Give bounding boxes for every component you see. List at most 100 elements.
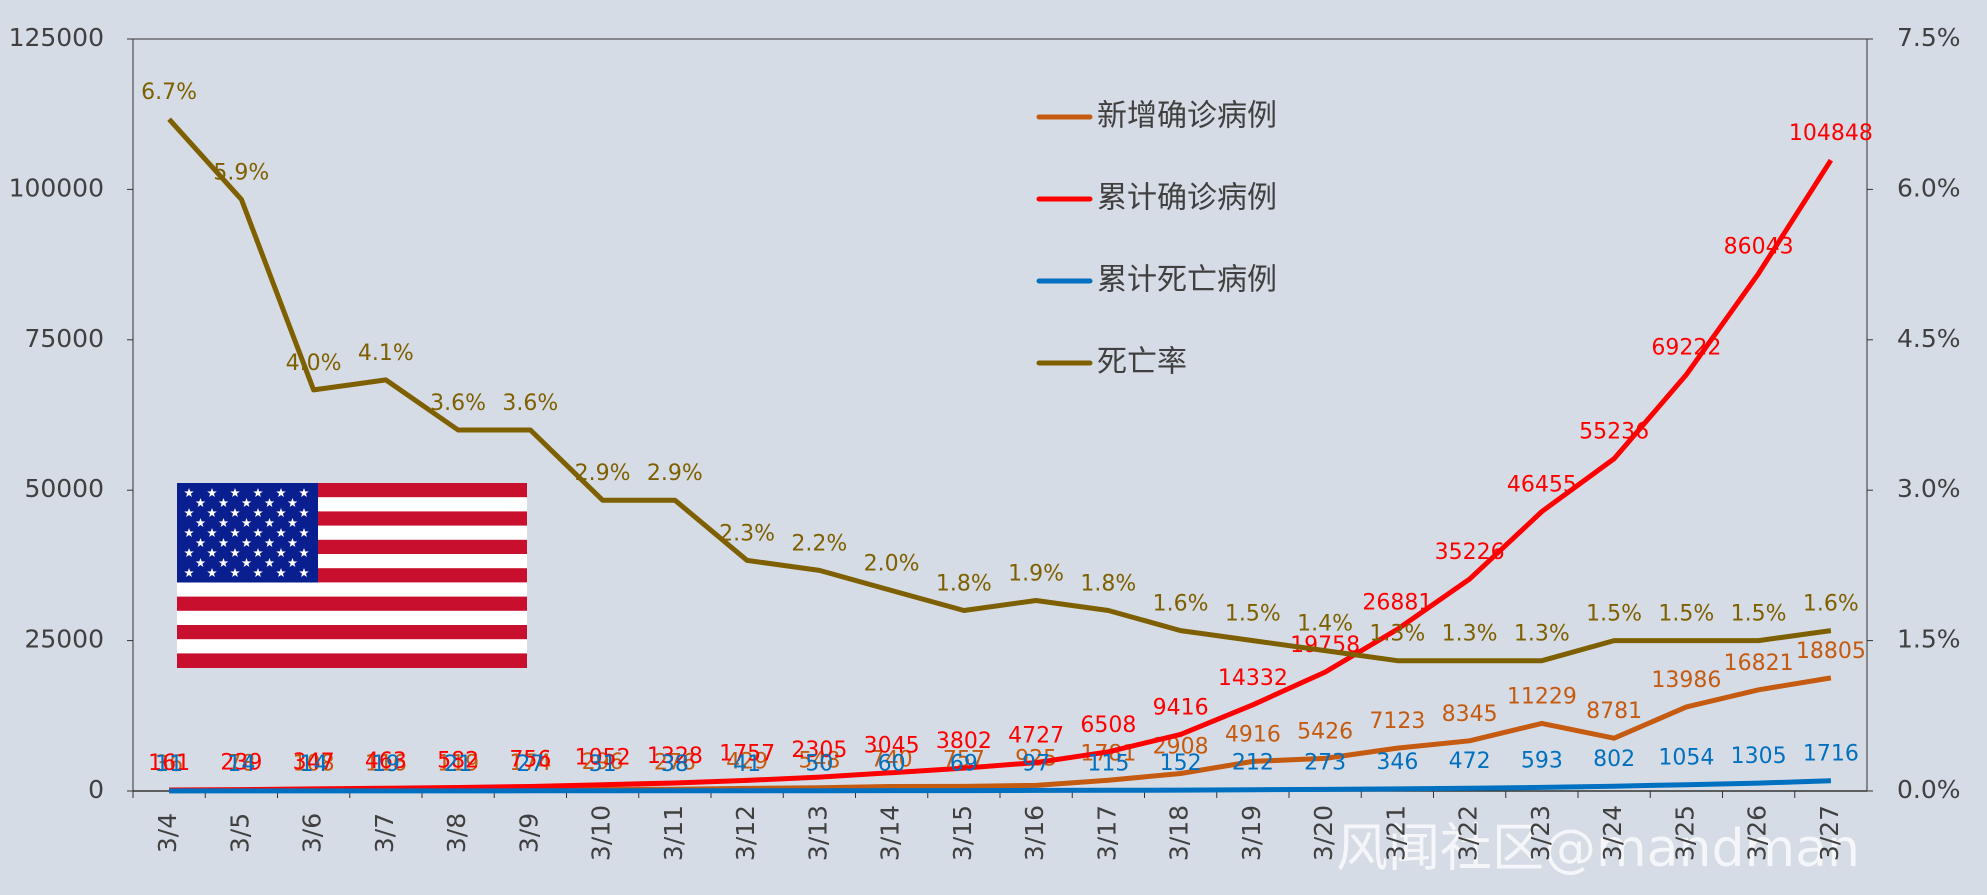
data-label: 174 (509, 751, 551, 776)
data-label: 14332 (1218, 666, 1288, 691)
legend-label: 累计确诊病例 (1097, 181, 1277, 216)
data-label: 593 (1521, 748, 1563, 773)
y2-tick-label: 6.0% (1897, 173, 1961, 202)
data-label: 108 (293, 751, 335, 776)
data-label: 161 (148, 751, 190, 776)
data-label: 36 (155, 752, 183, 777)
data-label: 18805 (1796, 639, 1866, 664)
y2-tick-label: 4.5% (1897, 324, 1961, 353)
legend-label: 累计死亡病例 (1097, 263, 1277, 298)
x-tick-label: 3/7 (370, 813, 399, 853)
x-tick-label: 3/19 (1237, 805, 1266, 861)
data-label: 27 (516, 752, 544, 777)
data-label: 1.3% (1442, 622, 1498, 647)
data-label: 46455 (1507, 473, 1577, 498)
y-tick-label: 100000 (9, 173, 104, 202)
x-tick-label: 3/24 (1598, 805, 1627, 861)
data-label: 1305 (1731, 744, 1787, 769)
y-tick-label: 50000 (24, 474, 104, 503)
data-label: 14 (227, 752, 255, 777)
y-tick-label: 0 (88, 775, 104, 804)
legend-label: 死亡率 (1097, 345, 1187, 380)
x-tick-label: 3/20 (1309, 805, 1338, 861)
data-label: 5426 (1297, 719, 1353, 744)
data-label: 2.2% (791, 531, 847, 556)
data-label: 1.6% (1153, 592, 1209, 617)
data-label: 239 (220, 751, 262, 776)
data-label: 212 (1232, 751, 1274, 776)
x-tick-label: 3/26 (1743, 805, 1772, 861)
data-label: 16821 (1724, 651, 1794, 676)
data-label: 1.5% (1731, 602, 1787, 627)
data-label: 60 (878, 752, 906, 777)
x-tick-label: 3/11 (659, 805, 688, 861)
data-label: 472 (1449, 749, 1491, 774)
x-tick-label: 3/25 (1670, 805, 1699, 861)
data-label: 35226 (1435, 540, 1505, 565)
data-label: 26881 (1362, 590, 1432, 615)
y-tick-label: 75000 (24, 324, 104, 353)
data-label: 276 (654, 750, 696, 775)
x-tick-label: 3/9 (514, 813, 543, 853)
data-label: 104848 (1789, 121, 1873, 146)
data-label: 86043 (1724, 234, 1794, 259)
data-label: 2.3% (719, 521, 775, 546)
data-label: 1.5% (1225, 602, 1281, 627)
x-tick-label: 3/22 (1454, 805, 1483, 861)
data-label: 7123 (1369, 709, 1425, 734)
data-label: 429 (726, 749, 768, 774)
y-tick-label: 25000 (24, 625, 104, 654)
data-label: 3.6% (430, 391, 486, 416)
data-label: 38 (661, 752, 689, 777)
data-label: 2.9% (575, 461, 631, 486)
x-tick-label: 3/23 (1526, 805, 1555, 861)
data-label: 582 (437, 748, 479, 773)
data-label: 802 (1593, 747, 1635, 772)
data-label: 1328 (647, 744, 703, 769)
data-label: 1054 (1658, 746, 1714, 771)
y2-tick-label: 1.5% (1897, 625, 1961, 654)
data-label: 78 (227, 752, 255, 777)
y2-tick-label: 3.0% (1897, 474, 1961, 503)
data-label: 13986 (1651, 668, 1721, 693)
data-label: 756 (509, 747, 551, 772)
data-label: 55236 (1579, 420, 1649, 445)
data-label: 3802 (936, 729, 992, 754)
data-label: 296 (582, 750, 624, 775)
data-label: 97 (1022, 751, 1050, 776)
data-label: 1.8% (936, 572, 992, 597)
x-tick-label: 3/4 (153, 813, 182, 853)
data-label: 548 (798, 749, 840, 774)
data-label: 3.6% (502, 391, 558, 416)
data-label: 1.6% (1803, 592, 1859, 617)
data-label: 1.8% (1080, 572, 1136, 597)
x-tick-label: 3/13 (803, 805, 832, 861)
x-tick-label: 3/21 (1381, 805, 1410, 861)
x-tick-label: 3/12 (731, 805, 760, 861)
data-label: 50 (805, 752, 833, 777)
data-label: 4916 (1225, 722, 1281, 747)
x-tick-label: 3/5 (225, 813, 254, 853)
data-label: 5.9% (213, 160, 269, 185)
data-label: 1.5% (1586, 602, 1642, 627)
data-label: 1052 (575, 746, 631, 771)
x-tick-label: 3/8 (442, 813, 471, 853)
data-label: 1716 (1803, 742, 1859, 767)
series-line (169, 778, 1831, 794)
data-label: 31 (589, 752, 617, 777)
y2-tick-label: 0.0% (1897, 775, 1961, 804)
data-label: 9416 (1153, 695, 1209, 720)
data-label: 1.4% (1297, 612, 1353, 637)
data-label: 69 (950, 752, 978, 777)
data-label: 152 (1160, 751, 1202, 776)
data-label: 4.1% (358, 341, 414, 366)
data-label: 3045 (864, 734, 920, 759)
data-label: 11 (155, 752, 183, 777)
data-label: 273 (1304, 750, 1346, 775)
x-tick-label: 3/16 (1020, 805, 1049, 861)
data-label: 2.9% (647, 461, 703, 486)
data-label: 1.5% (1658, 602, 1714, 627)
series-line (169, 158, 1834, 793)
